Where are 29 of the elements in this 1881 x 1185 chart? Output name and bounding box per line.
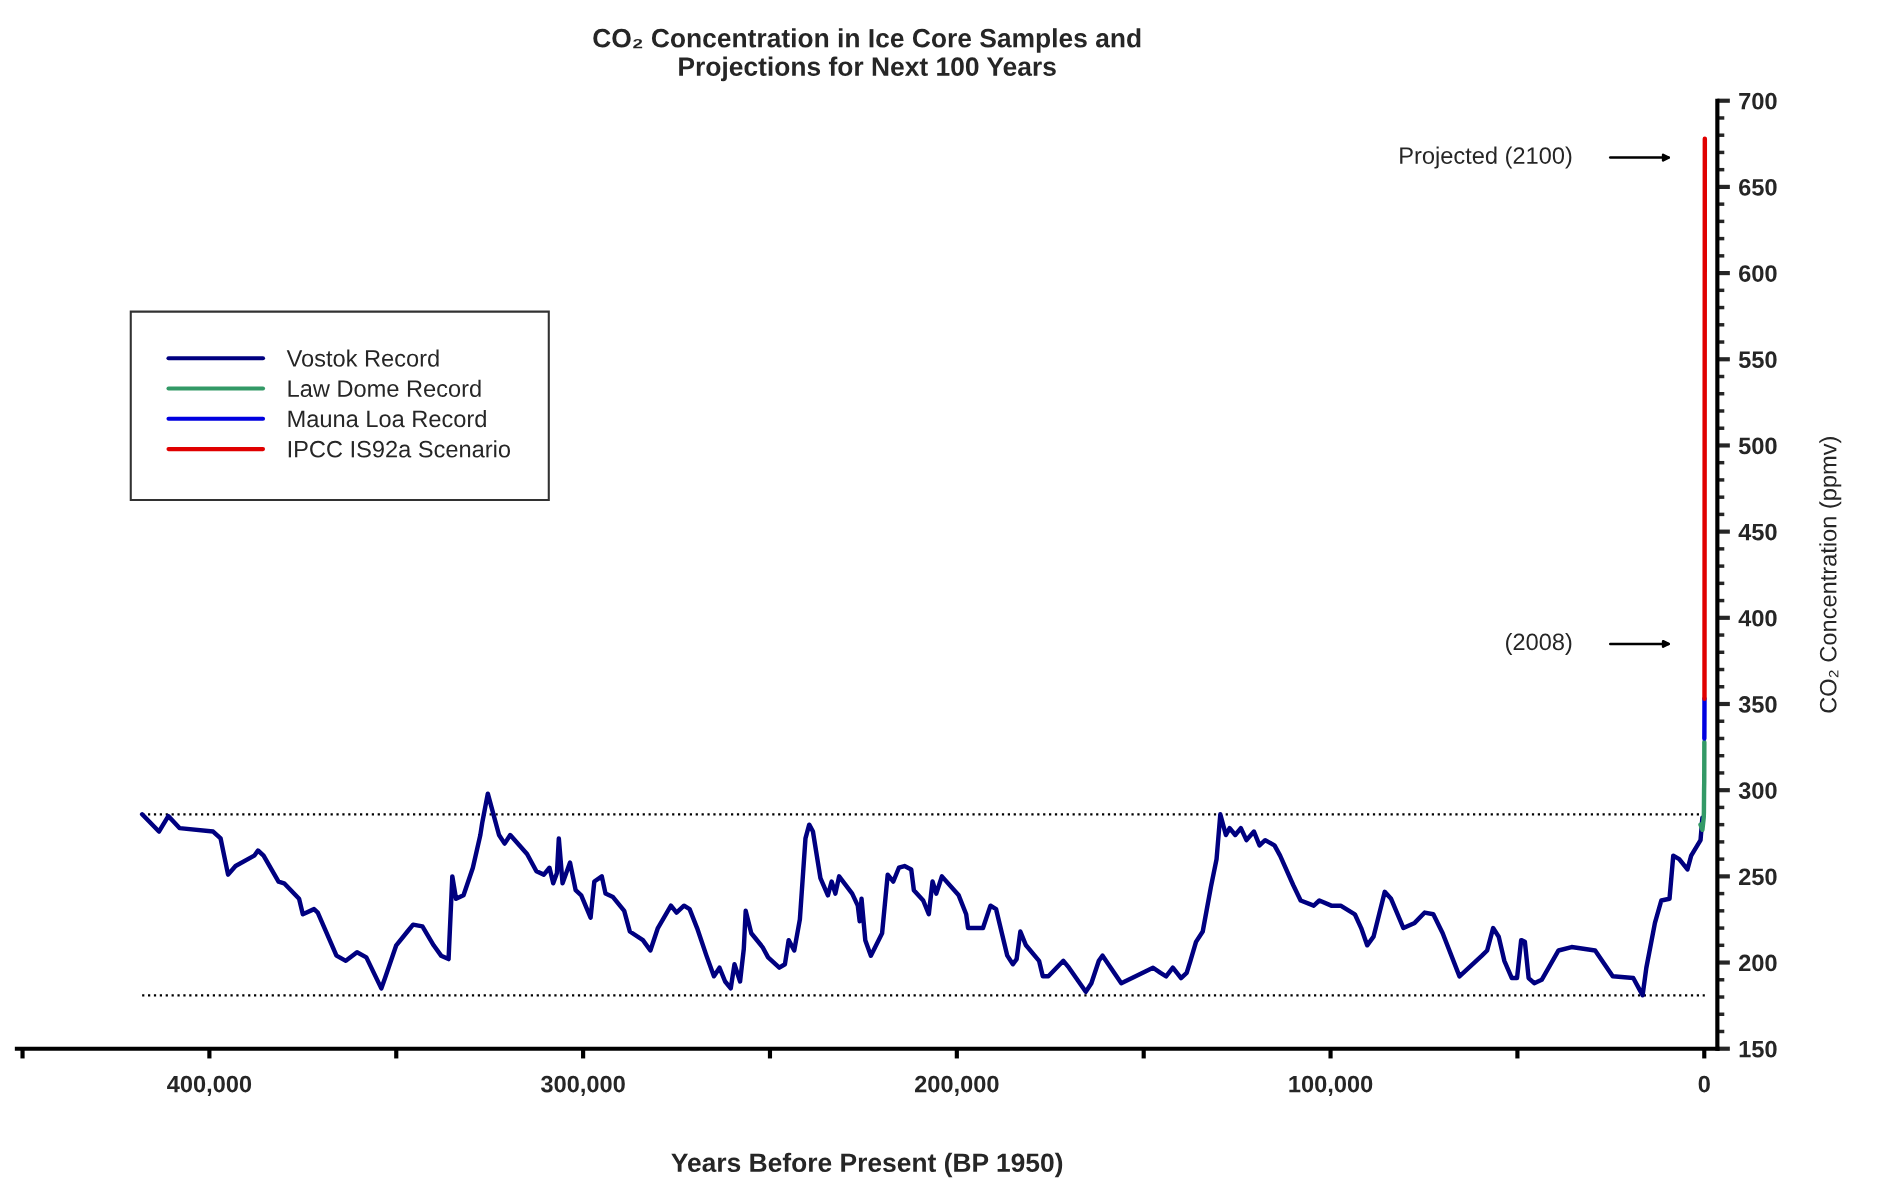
annotation: Projected (2100) [1400,146,1572,169]
legend-label: IPCC IS92a Scenario [288,440,511,458]
y-tick-label: 300 [1738,782,1777,799]
y-tick-label: 150 [1739,1040,1777,1058]
legend-label: Law Dome Record [288,379,481,398]
y-tick-label: 250 [1739,868,1777,886]
y-axis-title: CO₂ Concentration (ppmv) [1819,437,1842,713]
x-tick-label: 200,000 [914,1075,999,1096]
x-tick-label: 300,000 [540,1075,625,1096]
y-tick-label: 200 [1739,954,1777,972]
x-tick-label: 100,000 [1289,1075,1373,1096]
y-tick-label: 500 [1738,437,1777,455]
x-axis-title: Years Before Present (BP 1950) [671,1152,1063,1178]
line-series [1698,739,1707,833]
y-tick-label: 650 [1739,178,1777,196]
y-tick-label: 700 [1739,92,1777,110]
line-series [1702,696,1707,741]
y-tick-label: 600 [1739,265,1777,282]
legend-label: Mauna Loa Record [288,409,486,428]
x-tick-label: 400,000 [167,1075,252,1096]
y-tick-label: 400 [1738,609,1777,627]
line-series [139,791,1705,998]
y-tick-label: 350 [1738,696,1777,713]
chart-title: CO₂ Concentration in Ice Core Samples and Projections for Next 100 Years [593,28,1141,82]
annotation: (2008) [1506,632,1572,655]
y-tick-label: 550 [1738,351,1777,369]
legend-label: Vostok Record [286,349,439,367]
x-tick-label: 0 [1698,1075,1710,1093]
y-tick-label: 450 [1738,523,1777,541]
